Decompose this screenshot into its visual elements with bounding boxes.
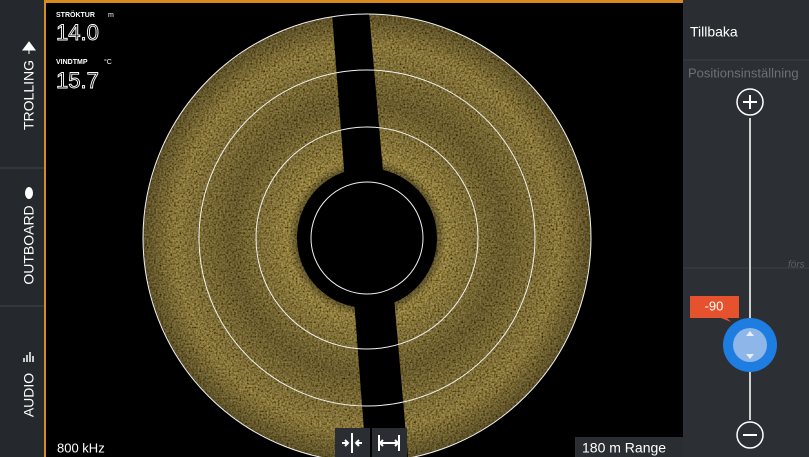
readout-unit: °C	[104, 58, 112, 66]
tab-icon	[25, 187, 33, 199]
active-border	[44, 0, 683, 3]
back-button[interactable]: Tillbaka	[690, 24, 738, 40]
sonar-image	[143, 14, 591, 457]
range-label: 180 m Range	[582, 440, 666, 456]
zoom-out-icon	[378, 435, 400, 451]
readout-value: 15.7	[56, 68, 99, 93]
range-ring	[255, 126, 479, 350]
tab-icon	[22, 41, 36, 54]
zoom-in-icon	[342, 433, 362, 453]
slider-plus[interactable]	[736, 88, 764, 116]
sonar-wedge	[331, 14, 408, 457]
back-bar[interactable]	[683, 0, 809, 60]
readout-label: STRÖKTUR	[56, 10, 95, 19]
readout-value: 14.0	[56, 20, 99, 45]
tab-icon	[23, 352, 34, 362]
active-border	[44, 0, 46, 457]
range-rings	[142, 13, 592, 457]
readout-label: VINDTMP	[56, 59, 88, 66]
tab-trolling[interactable]: TROLLING	[21, 41, 37, 130]
range-ring	[198, 69, 536, 407]
tab-label: OUTBOARD	[21, 205, 37, 284]
tab-audio[interactable]: AUDIO	[21, 352, 37, 417]
plus-icon	[743, 95, 757, 109]
tab-outboard[interactable]: OUTBOARD	[21, 187, 37, 285]
value-tag	[690, 296, 739, 322]
tab-label: AUDIO	[21, 373, 37, 417]
range-box	[575, 437, 683, 457]
panel-title: Positionsinställning	[688, 65, 799, 80]
settings-panel	[683, 0, 809, 457]
range-ring	[142, 13, 592, 457]
frequency-label: 800 kHz	[57, 440, 105, 455]
panel-hint: förs	[788, 260, 805, 271]
sidebar	[0, 0, 44, 457]
slider-minus[interactable]	[736, 421, 764, 449]
readout-unit: m	[108, 12, 114, 19]
readouts: STRÖKTUR m 14.0 VINDTMP °C 15.7	[56, 10, 114, 93]
knob-inner	[733, 328, 767, 362]
slider-value: -90	[705, 298, 724, 313]
slider-knob[interactable]	[723, 318, 777, 372]
range-ring	[310, 181, 424, 295]
tab-label: TROLLING	[21, 60, 37, 130]
